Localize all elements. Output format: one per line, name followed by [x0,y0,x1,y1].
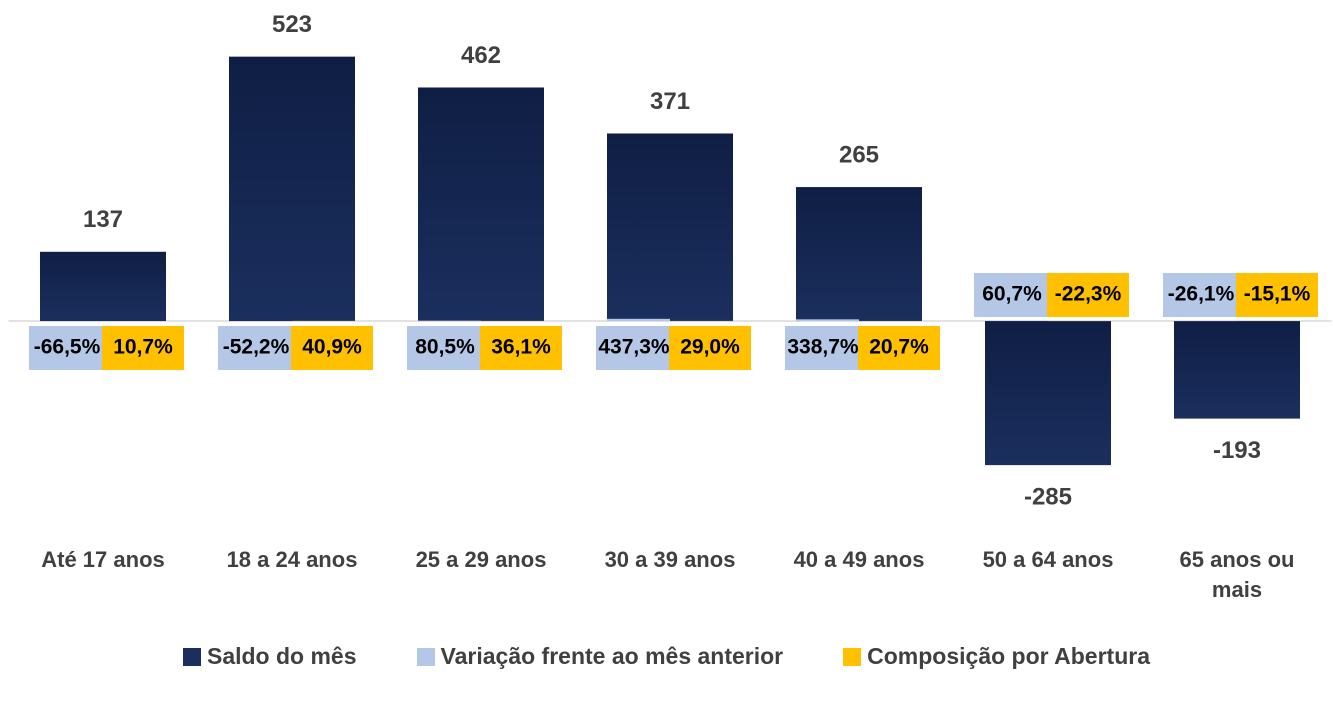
data-label: 523 [272,11,312,38]
data-label: 80,5% [415,336,475,359]
legend-item: Saldo do mês [182,643,357,670]
bar [418,87,544,322]
data-label: -285 [1024,483,1072,510]
legend: Saldo do mês Variação frente ao mês anter… [0,643,1333,670]
label-box [102,326,184,370]
data-label: 40,9% [302,336,362,359]
data-label: -15,1% [1244,283,1311,306]
data-label: 338,7% [787,336,859,359]
label-box [669,326,751,370]
label-box [291,326,373,370]
legend-item: Variação frente ao mês anterior [416,643,784,670]
bar [985,321,1111,466]
data-label: -193 [1213,437,1261,464]
x-tick-label: 50 a 64 anos [982,547,1114,572]
data-label: 10,7% [113,336,173,359]
data-label: 437,3% [598,336,670,359]
data-label: 265 [839,141,879,168]
legend-swatch [843,647,862,666]
x-tick-label: 40 a 49 anos [793,547,925,572]
x-tick-label: Até 17 anos [41,547,165,572]
data-label: -66,5% [34,336,101,359]
x-tick-label: 25 a 29 anos [415,547,547,572]
label-box [29,326,105,370]
label-box [1236,273,1318,317]
x-tick-label: 65 anos ou mais [1179,547,1295,602]
x-tick-label: 30 a 39 anos [604,547,736,572]
label-box [974,273,1050,317]
legend-label: Composição por Abertura [867,643,1150,669]
label-box [480,326,562,370]
legend-item: Composição por Abertura [843,643,1150,670]
bar [796,187,922,322]
data-label: 20,7% [869,336,929,359]
label-box [1047,273,1129,317]
label-box [218,326,294,370]
legend-label: Variação frente ao mês anterior [440,643,784,669]
label-box [1163,273,1239,317]
data-label: 371 [650,88,690,115]
bar [607,133,733,322]
data-label: -52,2% [223,336,290,359]
bar [229,56,355,322]
bar [796,319,859,322]
data-label: 60,7% [982,283,1042,306]
legend-swatch [182,647,201,666]
legend-label: Saldo do mês [206,643,357,669]
data-label: 29,0% [680,336,740,359]
data-label: -22,3% [1055,283,1122,306]
legend-swatch [416,647,435,666]
bar [40,251,166,322]
data-label: 462 [461,42,501,69]
data-label: 36,1% [491,336,551,359]
x-tick-label: 18 a 24 anos [226,547,358,572]
label-box [407,326,483,370]
data-label: 137 [83,206,123,233]
label-box [858,326,940,370]
bar [607,318,670,322]
label-box [785,326,861,370]
bar [1174,321,1300,419]
label-box [596,326,672,370]
data-label: -26,1% [1168,283,1235,306]
